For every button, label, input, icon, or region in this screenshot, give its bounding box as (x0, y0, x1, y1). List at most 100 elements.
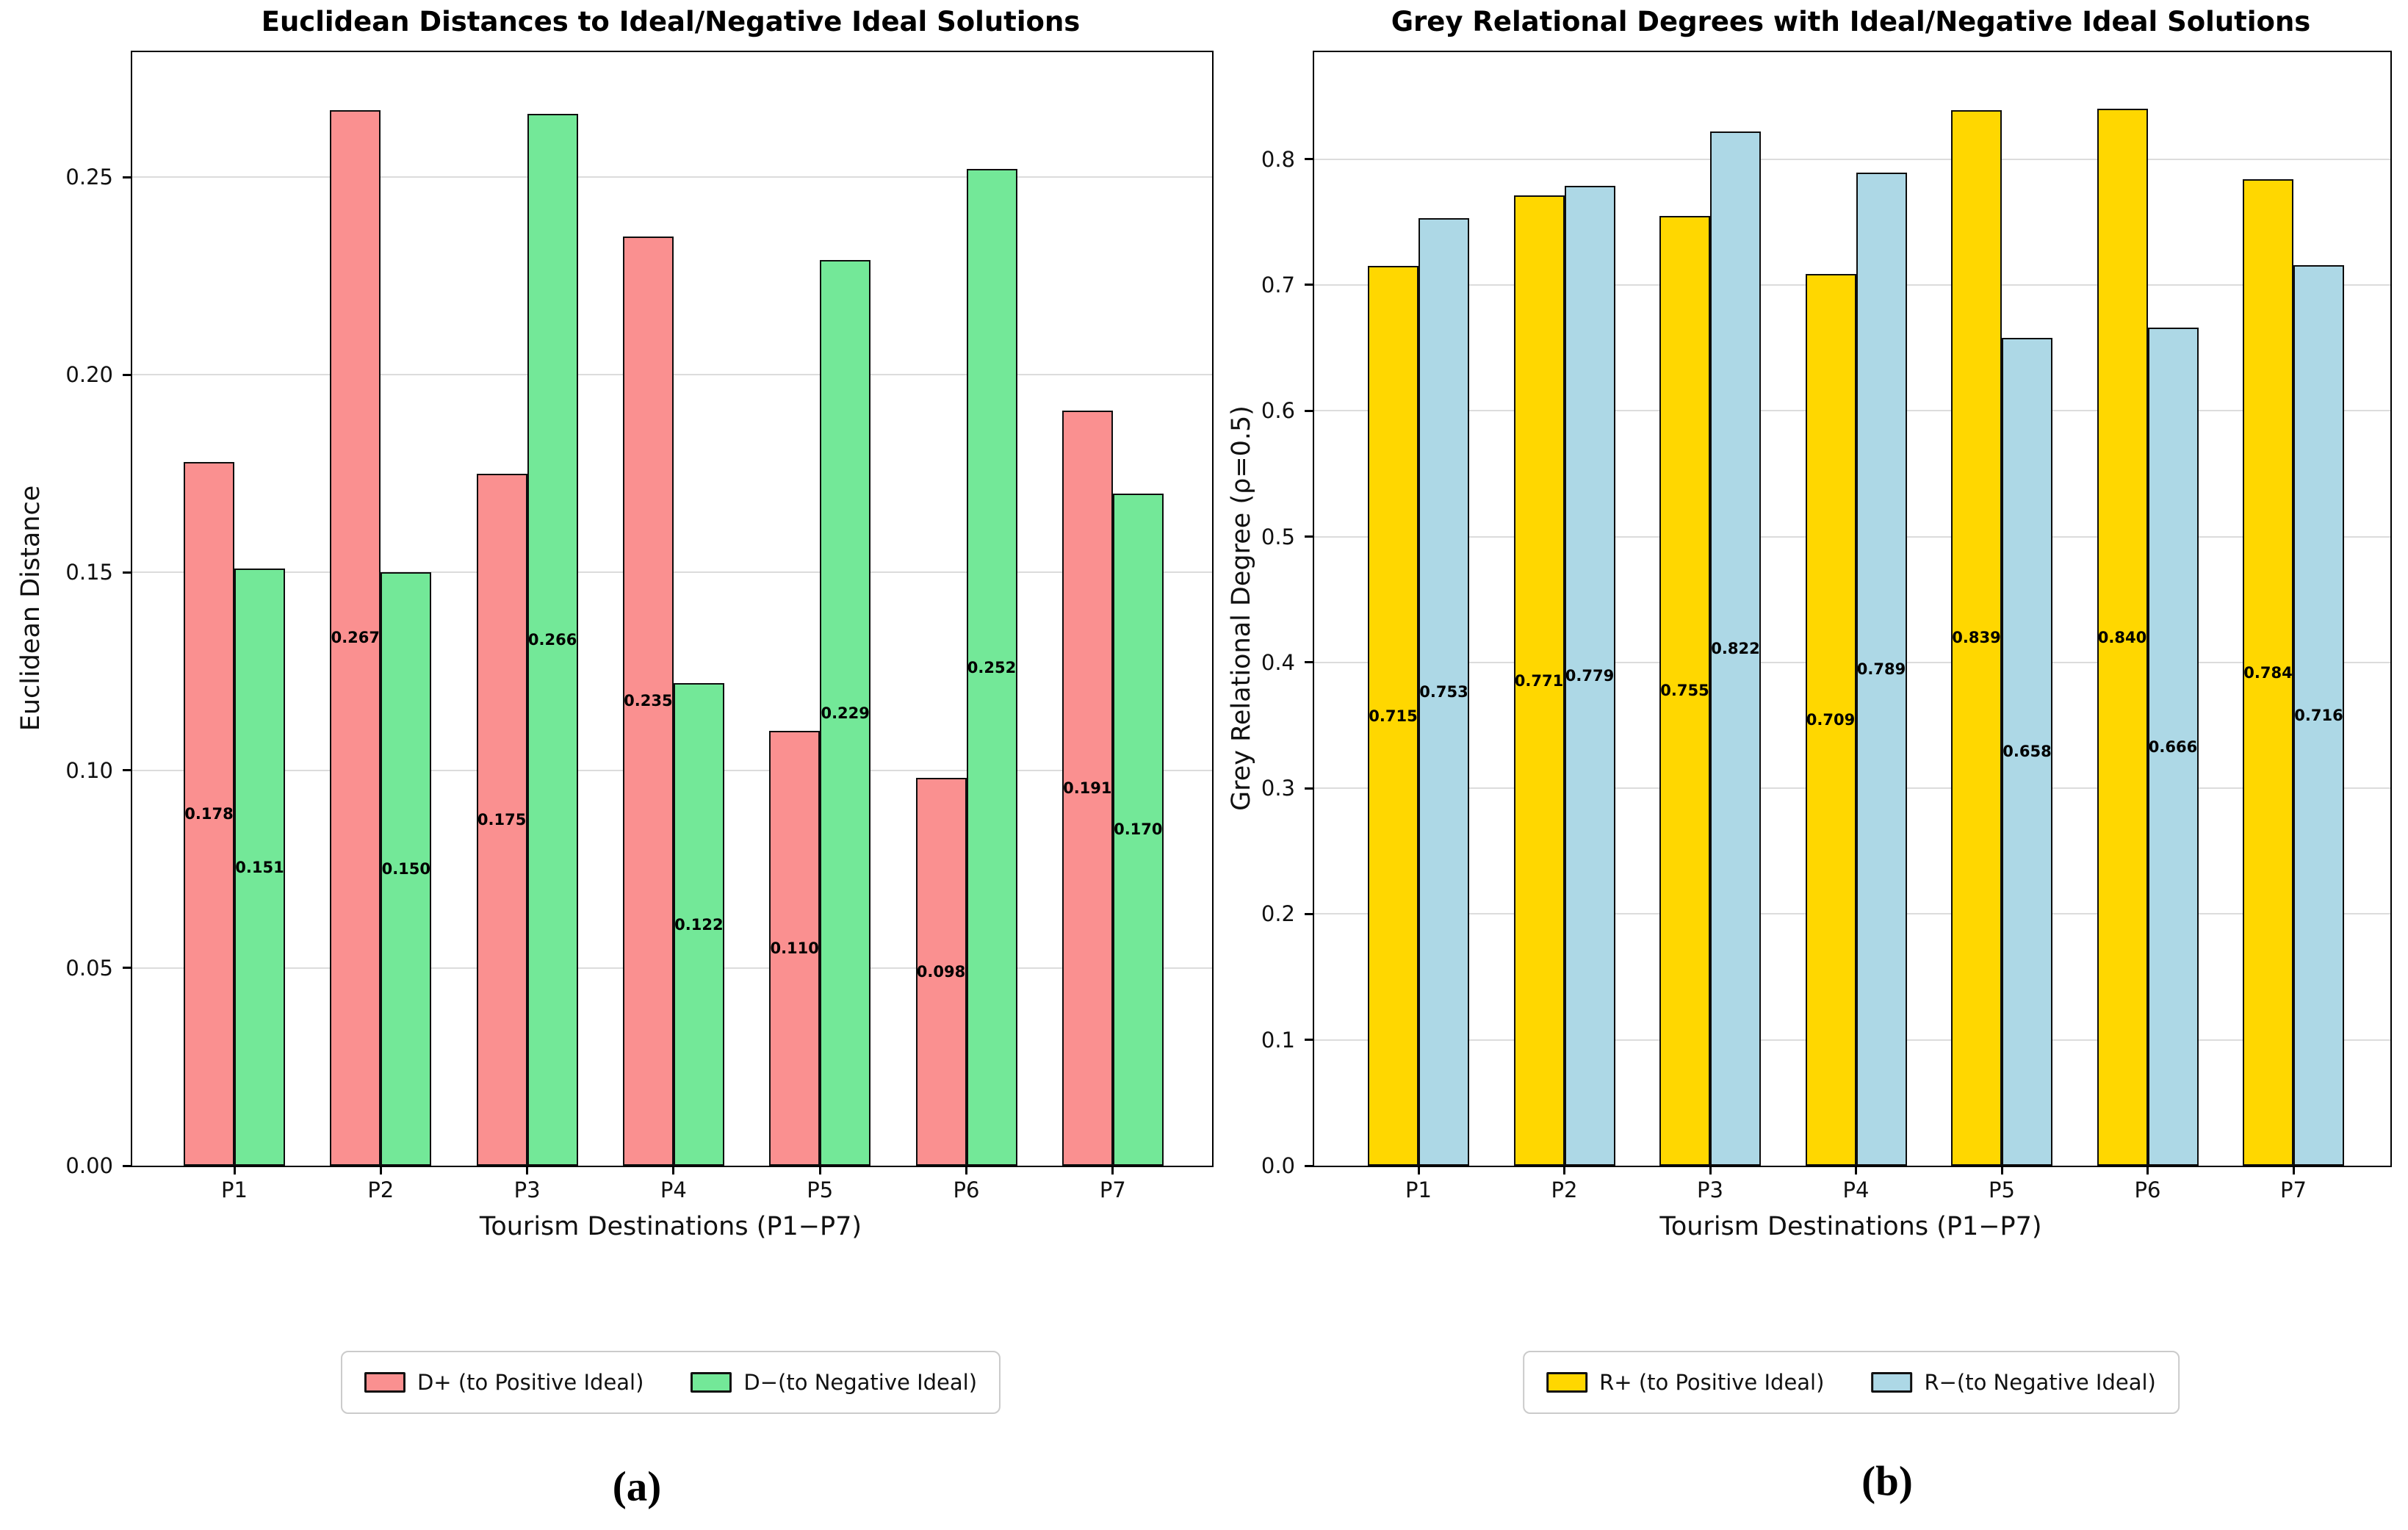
bar-negative-ideal (234, 569, 285, 1166)
y-tick-label: 0.7 (1261, 272, 1295, 297)
y-tick-label: 0.00 (65, 1153, 113, 1178)
bar-value-label: 0.658 (2003, 743, 2052, 761)
x-tick-label: P3 (513, 1177, 541, 1202)
bar-value-label: 0.779 (1565, 666, 1615, 685)
x-tick-label: P4 (1842, 1177, 1870, 1202)
y-tick-label: 0.0 (1261, 1153, 1295, 1178)
bar-value-label: 0.789 (1856, 660, 1906, 679)
y-tick-label: 0.20 (65, 362, 113, 388)
y-tick-mark (123, 769, 131, 772)
bar-value-label: 0.755 (1660, 682, 1709, 700)
x-tick-label: P3 (1697, 1177, 1723, 1202)
x-tick-mark (2146, 1166, 2149, 1174)
bar-negative-ideal (527, 113, 578, 1166)
x-tick-label: P2 (1551, 1177, 1578, 1202)
caption-b: (b) (1861, 1458, 1913, 1505)
legend-label: D−(to Negative Ideal) (743, 1370, 978, 1395)
y-tick-mark (1305, 409, 1313, 412)
y-tick-mark (123, 176, 131, 178)
x-tick-label: P1 (221, 1177, 248, 1202)
bar-value-label: 0.178 (184, 804, 234, 823)
y-tick-label: 0.10 (65, 757, 113, 783)
panel-b-plot-area: 0.0 0.1 0.2 0.3 0.4 0.5 0.6 0.7 0.8 P1 0.715 0.753 P… (1261, 51, 2392, 1202)
bar-positive-ideal (2097, 109, 2148, 1166)
bar-positive-ideal (1061, 410, 1113, 1166)
legend-entry: D+ (to Positive Ideal) (364, 1370, 644, 1395)
y-tick-label: 0.05 (65, 955, 113, 981)
x-tick-mark (1709, 1166, 1712, 1174)
y-tick-label: 0.3 (1261, 776, 1295, 801)
y-tick-label: 0.5 (1261, 524, 1295, 549)
bar-negative-ideal (966, 169, 1017, 1166)
bar-value-label: 0.822 (1711, 639, 1760, 657)
y-tick-mark (123, 373, 131, 376)
panel-b-legend: R+ (to Positive Ideal) R−(to Negative Ide… (1523, 1351, 2180, 1414)
x-tick-label: P5 (1989, 1177, 2015, 1202)
gridline (132, 176, 1212, 178)
bar-value-label: 0.839 (1952, 629, 2001, 647)
caption-a: (a) (612, 1463, 662, 1510)
bar-value-label: 0.151 (235, 858, 284, 876)
panel-a-x-axis-label: Tourism Destinations (P1−P7) (479, 1212, 862, 1241)
x-tick-mark (2292, 1166, 2295, 1174)
bar-positive-ideal (622, 236, 674, 1166)
x-tick-mark (1563, 1166, 1565, 1174)
x-tick-mark (1855, 1166, 1857, 1174)
bar-positive-ideal (915, 778, 967, 1166)
x-tick-label: P5 (807, 1177, 834, 1202)
y-tick-mark (1305, 535, 1313, 538)
y-tick-mark (1305, 158, 1313, 161)
bar-value-label: 0.191 (1063, 779, 1112, 797)
bar-value-label: 0.840 (2097, 628, 2147, 646)
panel-a-plot-area: 0.00 0.05 0.10 0.15 0.20 0.25 P1 0.178 0.151 P2 0.… (65, 51, 1214, 1202)
y-tick-mark (1305, 284, 1313, 286)
legend-swatch (1546, 1372, 1588, 1393)
bar-value-label: 0.715 (1369, 707, 1418, 725)
bar-value-label: 0.267 (331, 629, 381, 647)
bar-positive-ideal (1951, 109, 2002, 1166)
bar-negative-ideal (673, 683, 724, 1166)
legend-label: D+ (to Positive Ideal) (417, 1370, 644, 1395)
bar-negative-ideal (820, 260, 871, 1166)
bar-value-label: 0.229 (821, 704, 870, 722)
bar-positive-ideal (1368, 266, 1419, 1166)
legend-label: R+ (to Positive Ideal) (1599, 1370, 1825, 1395)
bar-negative-ideal (2293, 264, 2344, 1166)
bar-value-label: 0.150 (381, 860, 431, 878)
gridline (1314, 158, 2390, 160)
x-tick-label: P7 (1099, 1177, 1126, 1202)
x-tick-mark (1111, 1166, 1114, 1174)
legend-entry: D−(to Negative Ideal) (691, 1370, 977, 1395)
x-tick-label: P2 (367, 1177, 394, 1202)
y-tick-mark (1305, 661, 1313, 664)
panel-b-x-axis-label: Tourism Destinations (P1−P7) (1659, 1212, 2042, 1241)
y-tick-label: 0.8 (1261, 146, 1295, 172)
bar-value-label: 0.784 (2243, 663, 2293, 682)
bar-value-label: 0.098 (916, 963, 966, 981)
y-tick-mark (1305, 1039, 1313, 1042)
bar-value-label: 0.753 (1419, 683, 1468, 701)
y-tick-label: 0.25 (65, 165, 113, 190)
y-tick-label: 0.15 (65, 560, 113, 585)
y-tick-label: 0.4 (1261, 649, 1295, 675)
bar-positive-ideal (2243, 179, 2293, 1166)
x-tick-label: P6 (953, 1177, 980, 1202)
x-tick-label: P6 (2134, 1177, 2161, 1202)
bar-negative-ideal (1564, 185, 1615, 1166)
bar-value-label: 0.170 (1114, 820, 1163, 839)
bar-negative-ideal (2002, 337, 2052, 1166)
bar-positive-ideal (476, 473, 527, 1166)
bar-positive-ideal (1659, 215, 1710, 1166)
x-tick-label: P7 (2280, 1177, 2307, 1202)
bar-value-label: 0.175 (477, 810, 527, 829)
y-tick-label: 0.6 (1261, 398, 1295, 424)
y-tick-mark (123, 967, 131, 970)
y-tick-label: 0.1 (1261, 1027, 1295, 1053)
bar-value-label: 0.252 (967, 658, 1017, 676)
legend-swatch (1871, 1372, 1913, 1393)
x-tick-label: P4 (660, 1177, 687, 1202)
bar-negative-ideal (2147, 328, 2199, 1166)
bar-value-label: 0.110 (770, 939, 819, 957)
x-tick-mark (2000, 1166, 2003, 1174)
